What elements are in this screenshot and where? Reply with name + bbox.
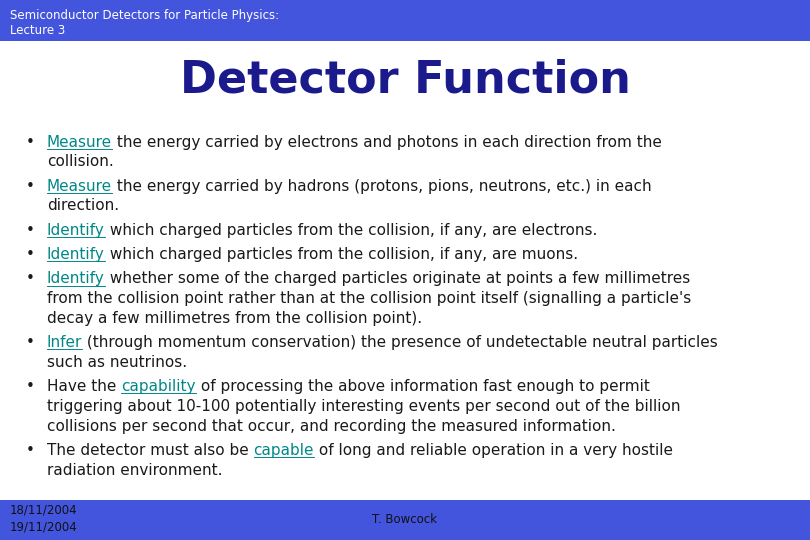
Text: Infer: Infer xyxy=(47,335,83,350)
Text: collisions per second that occur, and recording the measured information.: collisions per second that occur, and re… xyxy=(47,418,616,434)
Text: which charged particles from the collision, if any, are muons.: which charged particles from the collisi… xyxy=(104,247,578,262)
Text: the energy carried by electrons and photons in each direction from the: the energy carried by electrons and phot… xyxy=(112,134,662,150)
Text: •: • xyxy=(26,443,35,458)
Text: T. Bowcock: T. Bowcock xyxy=(373,513,437,526)
Text: Identify: Identify xyxy=(47,272,104,286)
Text: decay a few millimetres from the collision point).: decay a few millimetres from the collisi… xyxy=(47,311,422,326)
Text: •: • xyxy=(26,335,35,350)
Text: radiation environment.: radiation environment. xyxy=(47,463,223,478)
Text: Have the: Have the xyxy=(47,379,122,394)
Text: Identify: Identify xyxy=(47,247,104,262)
Text: •: • xyxy=(26,247,35,262)
Text: which charged particles from the collision, if any, are electrons.: which charged particles from the collisi… xyxy=(104,222,597,238)
Text: (through momentum conservation) the presence of undetectable neutral particles: (through momentum conservation) the pres… xyxy=(83,335,718,350)
Text: •: • xyxy=(26,222,35,238)
Text: of long and reliable operation in a very hostile: of long and reliable operation in a very… xyxy=(314,443,673,458)
Text: •: • xyxy=(26,134,35,150)
Text: Detector Function: Detector Function xyxy=(180,59,630,102)
Text: capable: capable xyxy=(254,443,314,458)
Text: collision.: collision. xyxy=(47,154,113,170)
Text: direction.: direction. xyxy=(47,198,119,213)
Text: from the collision point rather than at the collision point itself (signalling a: from the collision point rather than at … xyxy=(47,291,691,306)
Text: Semiconductor Detectors for Particle Physics:: Semiconductor Detectors for Particle Phy… xyxy=(10,9,279,22)
Text: the energy carried by hadrons (protons, pions, neutrons, etc.) in each: the energy carried by hadrons (protons, … xyxy=(112,179,652,194)
Text: 19/11/2004: 19/11/2004 xyxy=(10,521,78,534)
Text: The detector must also be: The detector must also be xyxy=(47,443,254,458)
Text: •: • xyxy=(26,272,35,286)
Text: Identify: Identify xyxy=(47,222,104,238)
Text: capability: capability xyxy=(122,379,196,394)
Text: Measure: Measure xyxy=(47,179,112,194)
Text: •: • xyxy=(26,379,35,394)
Text: Measure: Measure xyxy=(47,134,112,150)
Text: Lecture 3: Lecture 3 xyxy=(10,24,65,37)
Text: whether some of the charged particles originate at points a few millimetres: whether some of the charged particles or… xyxy=(104,272,690,286)
Text: such as neutrinos.: such as neutrinos. xyxy=(47,355,187,370)
Text: •: • xyxy=(26,179,35,194)
Text: of processing the above information fast enough to permit: of processing the above information fast… xyxy=(196,379,650,394)
Text: triggering about 10-100 potentially interesting events per second out of the bil: triggering about 10-100 potentially inte… xyxy=(47,399,680,414)
Text: 18/11/2004: 18/11/2004 xyxy=(10,503,77,517)
